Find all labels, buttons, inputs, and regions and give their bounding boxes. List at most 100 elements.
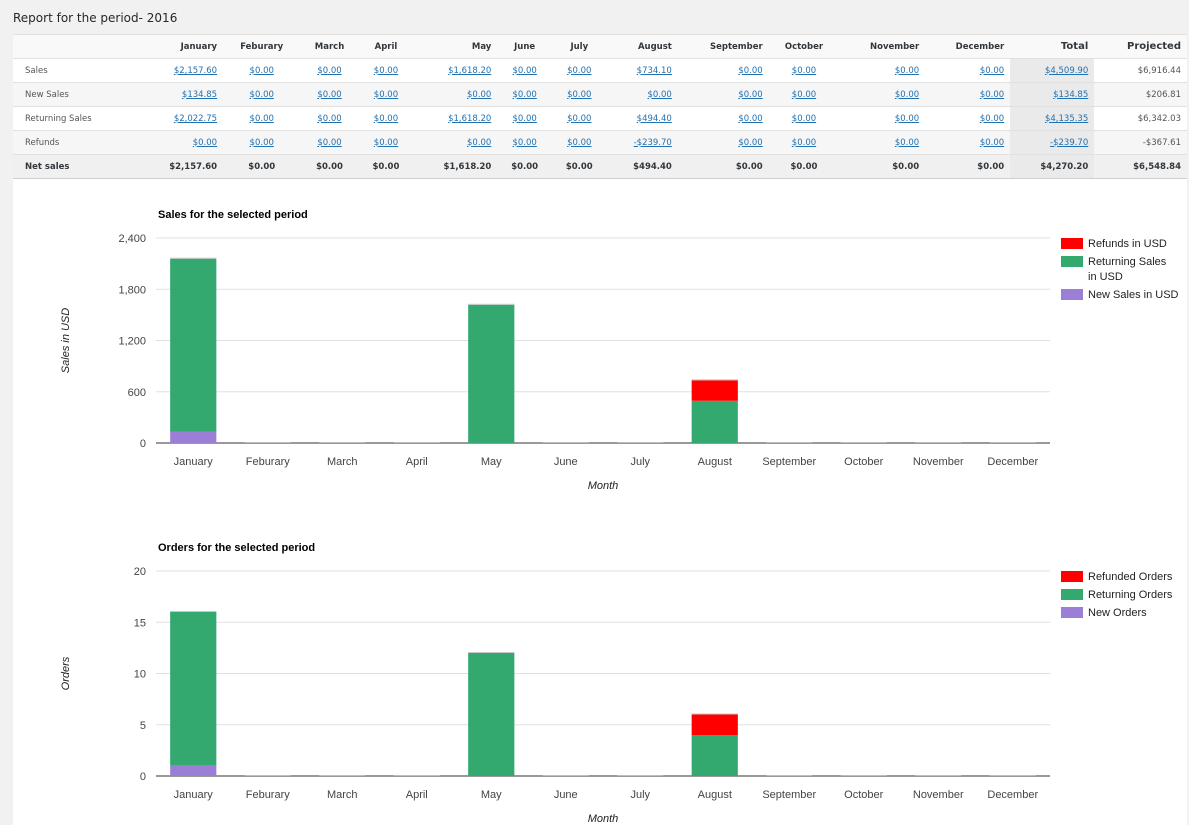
cell-value-link[interactable]: $0.00 <box>373 113 399 124</box>
cell-value-link[interactable]: $0.00 <box>567 89 592 100</box>
cell-value-link[interactable]: $0.00 <box>373 65 399 76</box>
table-cell: $0.00 <box>551 58 607 83</box>
legend-label: Returning Orders <box>1088 589 1173 601</box>
y-tick-label: 600 <box>128 387 146 399</box>
y-tick-label: 20 <box>134 566 146 578</box>
x-tick-label: May <box>481 456 502 468</box>
total-value-link[interactable]: $4,509.90 <box>1044 65 1089 76</box>
cell-value-link[interactable]: $0.00 <box>373 89 399 100</box>
cell-value-link[interactable]: $0.00 <box>317 65 342 76</box>
total-value-link[interactable]: $4,135.35 <box>1044 113 1089 124</box>
cell-value-link[interactable]: $0.00 <box>512 89 537 100</box>
month-header-june: June <box>497 34 552 59</box>
table-cell: $0.00 <box>839 58 926 83</box>
cell-value-link[interactable]: $0.00 <box>647 89 672 100</box>
bar-segment[interactable] <box>468 304 515 443</box>
table-cell: $0.00 <box>551 106 607 131</box>
cell-value-link[interactable]: $0.00 <box>249 89 274 100</box>
table-cell: $2,022.75 <box>139 106 224 131</box>
cell-value-link[interactable]: $0.00 <box>512 137 537 148</box>
bar-segment[interactable] <box>691 714 738 736</box>
cell-value-link[interactable]: $0.00 <box>979 113 1005 124</box>
cell-value-link[interactable]: $0.00 <box>467 89 492 100</box>
y-axis-title: Sales in USD <box>60 308 72 373</box>
cell-value-link[interactable]: $0.00 <box>738 89 763 100</box>
cell-value-link[interactable]: $0.00 <box>894 113 920 124</box>
cell-value-link[interactable]: $0.00 <box>192 137 218 148</box>
bar-segment[interactable] <box>170 258 217 432</box>
month-header-july: July <box>551 34 607 59</box>
cell-value-link[interactable]: $0.00 <box>317 137 342 148</box>
bar-zero <box>840 442 887 443</box>
cell-value-link[interactable]: $1,618.20 <box>448 65 492 76</box>
bar-segment[interactable] <box>170 612 217 766</box>
cell-value-link[interactable]: -$239.70 <box>633 137 672 148</box>
cell-value-link[interactable]: $0.00 <box>791 65 817 76</box>
table-cell: $0.00 <box>925 154 1011 179</box>
x-tick-label: January <box>174 456 214 468</box>
bar-segment[interactable] <box>691 400 738 443</box>
legend-swatch <box>1061 289 1083 300</box>
cell-value-link[interactable]: $0.00 <box>249 137 274 148</box>
cell-value-link[interactable]: $734.10 <box>636 65 672 76</box>
table-row: New Sales $134.85 $0.00 $0.00 $0.00 $0.00 $0.0… <box>13 82 1187 107</box>
cell-value-link[interactable]: $0.00 <box>567 65 592 76</box>
x-tick-label: November <box>913 456 964 468</box>
cell-value-link[interactable]: $0.00 <box>249 65 274 76</box>
cell-value-link[interactable]: $0.00 <box>791 113 817 124</box>
cell-value-link[interactable]: $0.00 <box>467 137 492 148</box>
cell-value-link[interactable]: $494.40 <box>636 113 672 124</box>
cell-value-link[interactable]: $0.00 <box>791 137 817 148</box>
x-tick-label: June <box>554 789 578 801</box>
total-value-link[interactable]: $134.85 <box>1053 89 1089 100</box>
cell-value-link[interactable]: $0.00 <box>979 65 1005 76</box>
cell-value-link[interactable]: $0.00 <box>979 137 1005 148</box>
x-tick-label: Feburary <box>246 789 291 801</box>
cell-value-link[interactable]: $1,618.20 <box>448 113 492 124</box>
cell-value-link[interactable]: $0.00 <box>567 113 592 124</box>
total-cell: $4,135.35 <box>1010 106 1095 131</box>
cell-value-link[interactable]: $134.85 <box>181 89 218 100</box>
bar-zero <box>840 775 887 776</box>
table-cell: $0.00 <box>223 82 301 107</box>
bar-segment[interactable] <box>468 653 515 776</box>
cell-value-link[interactable]: $0.00 <box>738 113 763 124</box>
row-label: Refunds <box>13 130 139 155</box>
cell-value-link[interactable]: $0.00 <box>738 137 763 148</box>
month-header-may: May <box>413 34 498 59</box>
legend-label: New Sales in USD <box>1088 289 1179 301</box>
projected-cell: $206.81 <box>1094 82 1187 107</box>
cell-value-link[interactable]: $0.00 <box>791 89 817 100</box>
legend-label: Refunded Orders <box>1088 571 1173 583</box>
cell-value-link[interactable]: $0.00 <box>894 65 920 76</box>
cell-value-link[interactable]: $0.00 <box>249 113 274 124</box>
cell-value-link[interactable]: $0.00 <box>317 113 342 124</box>
table-cell: $0.00 <box>300 58 359 83</box>
report-panel: January Feburary March April May June July Augu… <box>13 34 1187 825</box>
table-cell: $0.00 <box>677 58 769 83</box>
cell-value-link[interactable]: $0.00 <box>512 113 537 124</box>
bar-segment[interactable] <box>170 765 217 776</box>
cell-value-link[interactable]: $2,022.75 <box>173 113 218 124</box>
table-cell: $0.00 <box>300 82 359 107</box>
row-label: Sales <box>13 58 139 83</box>
total-cell: $4,270.20 <box>1010 154 1095 179</box>
cell-value-link[interactable]: $0.00 <box>512 65 537 76</box>
bar-segment[interactable] <box>691 735 738 776</box>
cell-value-link[interactable]: $0.00 <box>894 137 920 148</box>
table-cell: $134.85 <box>139 82 224 107</box>
cell-value-link[interactable]: $0.00 <box>894 89 920 100</box>
month-header-april: April <box>358 34 414 59</box>
chart-title: Orders for the selected period <box>158 542 315 554</box>
cell-value-link[interactable]: $0.00 <box>979 89 1005 100</box>
cell-value-link[interactable]: $0.00 <box>567 137 592 148</box>
table-cell: $494.40 <box>606 154 678 179</box>
cell-value-link[interactable]: $0.00 <box>373 137 399 148</box>
total-value-link[interactable]: -$239.70 <box>1050 137 1089 148</box>
cell-value-link[interactable]: $0.00 <box>317 89 342 100</box>
cell-value-link[interactable]: $0.00 <box>738 65 763 76</box>
bar-segment[interactable] <box>691 380 738 401</box>
bar-segment[interactable] <box>170 431 217 443</box>
cell-value-link[interactable]: $2,157.60 <box>173 65 218 76</box>
total-cell: $134.85 <box>1010 82 1095 107</box>
